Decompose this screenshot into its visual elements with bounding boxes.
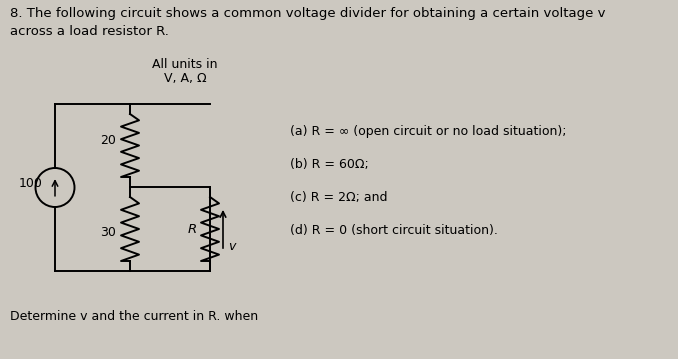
Text: (b) R = 60Ω;: (b) R = 60Ω; bbox=[290, 158, 369, 171]
Text: All units in: All units in bbox=[153, 58, 218, 71]
Text: (c) R = 2Ω; and: (c) R = 2Ω; and bbox=[290, 191, 388, 204]
Text: Determine v and the current in R. when: Determine v and the current in R. when bbox=[10, 311, 258, 323]
Text: 8. The following circuit shows a common voltage divider for obtaining a certain : 8. The following circuit shows a common … bbox=[10, 7, 605, 38]
Text: v: v bbox=[228, 239, 235, 252]
Text: 30: 30 bbox=[100, 225, 116, 238]
Text: 20: 20 bbox=[100, 134, 116, 147]
Text: 100: 100 bbox=[19, 177, 43, 190]
Text: V, A, Ω: V, A, Ω bbox=[163, 72, 206, 85]
Text: (d) R = 0 (short circuit situation).: (d) R = 0 (short circuit situation). bbox=[290, 224, 498, 237]
Text: R: R bbox=[188, 223, 197, 236]
Text: (a) R = ∞ (open circuit or no load situation);: (a) R = ∞ (open circuit or no load situa… bbox=[290, 125, 567, 137]
